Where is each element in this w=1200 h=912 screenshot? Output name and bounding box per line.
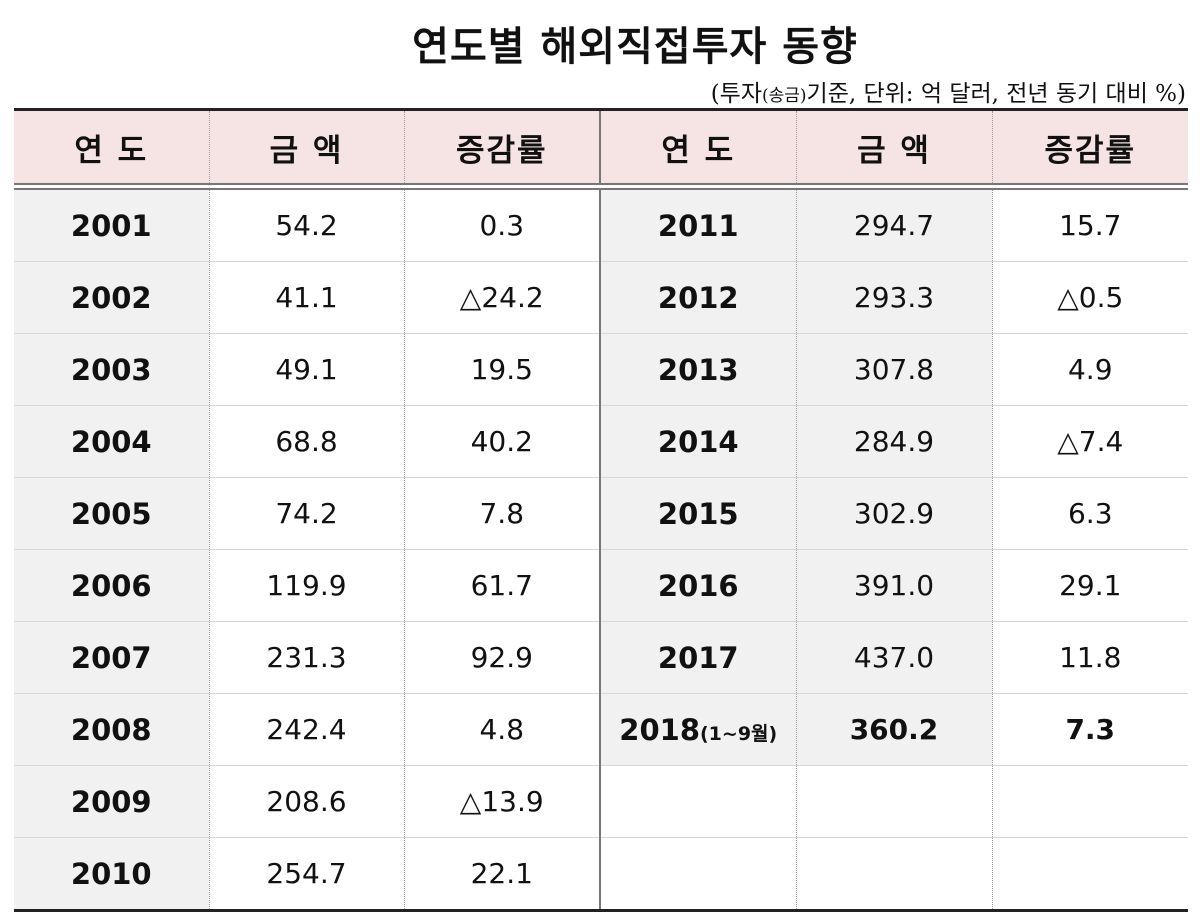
year-cell: 2006 bbox=[14, 549, 209, 622]
rate-cell: 4.9 bbox=[991, 333, 1188, 406]
table-row: 2004 68.8 40.2 2014 284.9 △7.4 bbox=[14, 405, 1188, 478]
amount-cell: 284.9 bbox=[795, 405, 992, 478]
empty-cell bbox=[795, 837, 992, 912]
year-cell: 2008 bbox=[14, 693, 209, 766]
table-row: 2008 242.4 4.8 2018(1~9월) 360.2 7.3 bbox=[14, 693, 1188, 766]
amount-cell: 49.1 bbox=[208, 333, 404, 406]
amount-cell: 242.4 bbox=[208, 693, 404, 766]
unit-note-post: 기준, 단위: 억 달러, 전년 동기 대비 %) bbox=[806, 81, 1186, 107]
year-cell: 2018(1~9월) bbox=[599, 693, 796, 766]
year-cell: 2013 bbox=[599, 333, 796, 406]
rate-cell: 22.1 bbox=[403, 837, 600, 912]
rate-cell: 11.8 bbox=[991, 621, 1188, 694]
year-note: (1~9월) bbox=[700, 722, 778, 745]
rate-cell: 40.2 bbox=[403, 405, 600, 478]
rate-cell: △24.2 bbox=[403, 261, 600, 334]
amount-cell: 119.9 bbox=[208, 549, 404, 622]
rate-cell: 0.3 bbox=[403, 188, 600, 262]
table-row: 2002 41.1 △24.2 2012 293.3 △0.5 bbox=[14, 261, 1188, 334]
year-text: 2014 bbox=[657, 424, 739, 459]
unit-note: (투자(송금)기준, 단위: 억 달러, 전년 동기 대비 %) bbox=[711, 74, 1186, 108]
table-row: 2007 231.3 92.9 2017 437.0 11.8 bbox=[14, 621, 1188, 694]
empty-cell bbox=[991, 837, 1188, 912]
header-amount-left: 금 액 bbox=[208, 108, 404, 185]
rate-cell: 7.8 bbox=[403, 477, 600, 550]
year-text: 2015 bbox=[657, 496, 739, 531]
header-rate-right: 증감률 bbox=[991, 108, 1188, 185]
year-cell: 2014 bbox=[599, 405, 796, 478]
amount-cell: 360.2 bbox=[795, 693, 992, 766]
year-cell: 2017 bbox=[599, 621, 796, 694]
table-row: 2003 49.1 19.5 2013 307.8 4.9 bbox=[14, 333, 1188, 406]
amount-cell: 231.3 bbox=[208, 621, 404, 694]
amount-cell: 208.6 bbox=[208, 765, 404, 838]
year-cell: 2010 bbox=[14, 837, 209, 912]
rate-cell: 61.7 bbox=[403, 549, 600, 622]
rate-cell: 4.8 bbox=[403, 693, 600, 766]
amount-cell: 68.8 bbox=[208, 405, 404, 478]
amount-cell: 391.0 bbox=[795, 549, 992, 622]
year-cell: 2012 bbox=[599, 261, 796, 334]
year-cell: 2004 bbox=[14, 405, 209, 478]
investment-table: 연 도 금 액 증감률 연 도 금 액 증감률 2001 54.2 0.3 2011 2… bbox=[14, 108, 1188, 912]
table-row: 2006 119.9 61.7 2016 391.0 29.1 bbox=[14, 549, 1188, 622]
table-row: 2010 254.7 22.1 bbox=[14, 837, 1188, 912]
amount-cell: 41.1 bbox=[208, 261, 404, 334]
year-cell: 2007 bbox=[14, 621, 209, 694]
amount-cell: 437.0 bbox=[795, 621, 992, 694]
amount-cell: 54.2 bbox=[208, 188, 404, 262]
year-cell: 2001 bbox=[14, 188, 209, 262]
amount-cell: 307.8 bbox=[795, 333, 992, 406]
year-text: 2013 bbox=[657, 352, 739, 387]
rate-cell: 15.7 bbox=[991, 188, 1188, 262]
year-cell: 2016 bbox=[599, 549, 796, 622]
year-text: 2016 bbox=[657, 568, 739, 603]
year-text: 2012 bbox=[657, 280, 739, 315]
unit-note-small: (송금) bbox=[761, 86, 807, 106]
rate-cell: 92.9 bbox=[403, 621, 600, 694]
unit-note-pre: (투자 bbox=[710, 81, 762, 107]
rate-cell: △7.4 bbox=[991, 405, 1188, 478]
header-amount-right: 금 액 bbox=[795, 108, 992, 185]
amount-cell: 74.2 bbox=[208, 477, 404, 550]
year-cell: 2002 bbox=[14, 261, 209, 334]
amount-cell: 254.7 bbox=[208, 837, 404, 912]
year-text: 2018 bbox=[619, 712, 700, 747]
rate-cell: 7.3 bbox=[991, 693, 1188, 766]
year-cell: 2009 bbox=[14, 765, 209, 838]
amount-cell: 302.9 bbox=[795, 477, 992, 550]
rate-cell: 6.3 bbox=[991, 477, 1188, 550]
header-year-right: 연 도 bbox=[599, 108, 796, 185]
rate-cell: 19.5 bbox=[403, 333, 600, 406]
table-row: 2005 74.2 7.8 2015 302.9 6.3 bbox=[14, 477, 1188, 550]
year-cell: 2003 bbox=[14, 333, 209, 406]
header-row: 연 도 금 액 증감률 연 도 금 액 증감률 bbox=[14, 108, 1188, 185]
rate-cell: △13.9 bbox=[403, 765, 600, 838]
header-year-left: 연 도 bbox=[14, 108, 209, 185]
amount-cell: 294.7 bbox=[795, 188, 992, 262]
empty-cell bbox=[795, 765, 992, 838]
table-row: 2009 208.6 △13.9 bbox=[14, 765, 1188, 838]
year-cell: 2011 bbox=[599, 188, 796, 262]
empty-cell bbox=[599, 837, 796, 912]
empty-cell bbox=[991, 765, 1188, 838]
rate-cell: 29.1 bbox=[991, 549, 1188, 622]
header-rate-left: 증감률 bbox=[403, 108, 600, 185]
amount-cell: 293.3 bbox=[795, 261, 992, 334]
rate-cell: △0.5 bbox=[991, 261, 1188, 334]
year-cell: 2015 bbox=[599, 477, 796, 550]
year-text: 2011 bbox=[657, 208, 739, 243]
page-title: 연도별 해외직접투자 동향 bbox=[412, 24, 858, 70]
empty-cell bbox=[599, 765, 796, 838]
year-text: 2017 bbox=[657, 640, 739, 675]
table-row: 2001 54.2 0.3 2011 294.7 15.7 bbox=[14, 188, 1188, 262]
year-cell: 2005 bbox=[14, 477, 209, 550]
table-body: 2001 54.2 0.3 2011 294.7 15.7 2002 41.1 △24.2 201… bbox=[14, 183, 1188, 912]
